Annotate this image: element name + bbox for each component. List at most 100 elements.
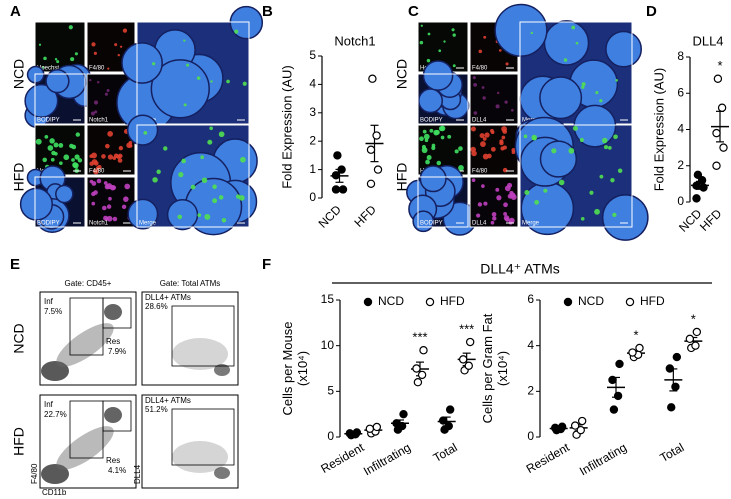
- signal: [486, 153, 492, 159]
- adipocyte: [543, 20, 590, 66]
- signal: [93, 160, 99, 166]
- tile-label: BODIPY: [420, 118, 443, 124]
- y-axis-label: Cells per Mouse: [280, 322, 295, 416]
- gate: [171, 305, 235, 367]
- signal: [59, 161, 63, 166]
- density: [214, 467, 230, 479]
- adipocyte: [127, 198, 159, 230]
- adipocyte: [166, 199, 199, 231]
- signal: [204, 213, 211, 220]
- signal: [96, 81, 100, 84]
- tile-border: [417, 176, 469, 228]
- signal: [420, 24, 423, 27]
- signal: [163, 146, 168, 151]
- legend-label: NCD: [578, 294, 604, 308]
- signal: [107, 67, 110, 70]
- gate: [102, 297, 132, 329]
- density: [41, 464, 69, 484]
- tile-border: [136, 124, 250, 228]
- y-tick-label: 0: [527, 429, 534, 443]
- data-point: [693, 170, 703, 180]
- signal: [502, 167, 508, 173]
- adipocyte: [24, 83, 59, 118]
- signal: [473, 83, 478, 87]
- tile-label: BODIPY: [420, 221, 443, 227]
- data-point: [609, 405, 619, 414]
- signal: [572, 125, 578, 131]
- signal: [124, 183, 131, 190]
- signal: [438, 125, 445, 132]
- data-point: [465, 337, 475, 347]
- data-point: [331, 185, 341, 194]
- signal: [534, 199, 540, 205]
- adipocyte: [539, 140, 578, 178]
- signal: [481, 184, 485, 188]
- signal: [152, 177, 158, 183]
- signal: [91, 152, 97, 159]
- data-point: [570, 421, 580, 430]
- significance: *: [633, 327, 638, 342]
- signal: [200, 155, 205, 160]
- signal: [617, 168, 623, 174]
- signal: [122, 28, 128, 33]
- data-point: [366, 145, 376, 154]
- signal: [71, 144, 77, 150]
- density: [56, 323, 114, 367]
- signal: [218, 195, 224, 200]
- data-point: [338, 185, 348, 194]
- signal: [613, 134, 618, 140]
- data-point: [692, 327, 702, 337]
- adipocyte: [605, 30, 643, 68]
- signal: [108, 196, 112, 201]
- signal: [480, 141, 486, 147]
- signal: [502, 129, 508, 134]
- legend-marker: [563, 297, 573, 307]
- data-point: [665, 364, 675, 373]
- signal: [35, 138, 42, 145]
- data-point: [464, 361, 473, 370]
- signal: [89, 161, 94, 166]
- gate-title: Gate: Total ATMs: [160, 279, 221, 288]
- y-axis-label: F4/80: [30, 463, 39, 484]
- signal: [96, 178, 102, 184]
- legend-label: NCD: [378, 294, 404, 308]
- signal: [183, 103, 187, 107]
- x-tick-label: HFD: [352, 202, 380, 230]
- data-point: [712, 128, 721, 138]
- signal: [104, 92, 108, 96]
- signal: [74, 52, 78, 56]
- y-tick-label: 0: [677, 194, 684, 208]
- signal: [595, 91, 599, 95]
- density: [104, 407, 122, 423]
- gate-value: 7.5%: [44, 307, 62, 316]
- signal: [452, 33, 456, 37]
- signal: [234, 29, 239, 34]
- signal: [504, 100, 508, 104]
- row-label: NCD: [11, 323, 27, 353]
- signal: [505, 62, 509, 66]
- y-axis-label: (x10⁴): [495, 351, 510, 386]
- adipocyte: [19, 187, 53, 221]
- tile-label: F4/80: [472, 66, 488, 72]
- signal: [551, 148, 557, 154]
- signal: [58, 143, 64, 148]
- y-tick-label: 6: [527, 292, 534, 306]
- panel-label: F: [262, 256, 271, 273]
- tile-label: DLL4: [472, 221, 487, 227]
- signal: [451, 28, 455, 32]
- data-point: [352, 428, 362, 437]
- signal: [123, 196, 129, 202]
- y-tick-label: 8: [677, 49, 684, 63]
- adipocyte: [229, 5, 264, 40]
- y-tick-label: 15: [321, 292, 335, 306]
- x-tick-label: Resident: [318, 440, 367, 476]
- y-tick-label: 1: [309, 162, 316, 176]
- signal: [530, 31, 534, 35]
- x-tick-label: Total: [431, 440, 460, 465]
- adipocyte: [55, 184, 74, 204]
- signal: [478, 49, 483, 54]
- data-point: [458, 355, 468, 364]
- data-point: [635, 343, 644, 353]
